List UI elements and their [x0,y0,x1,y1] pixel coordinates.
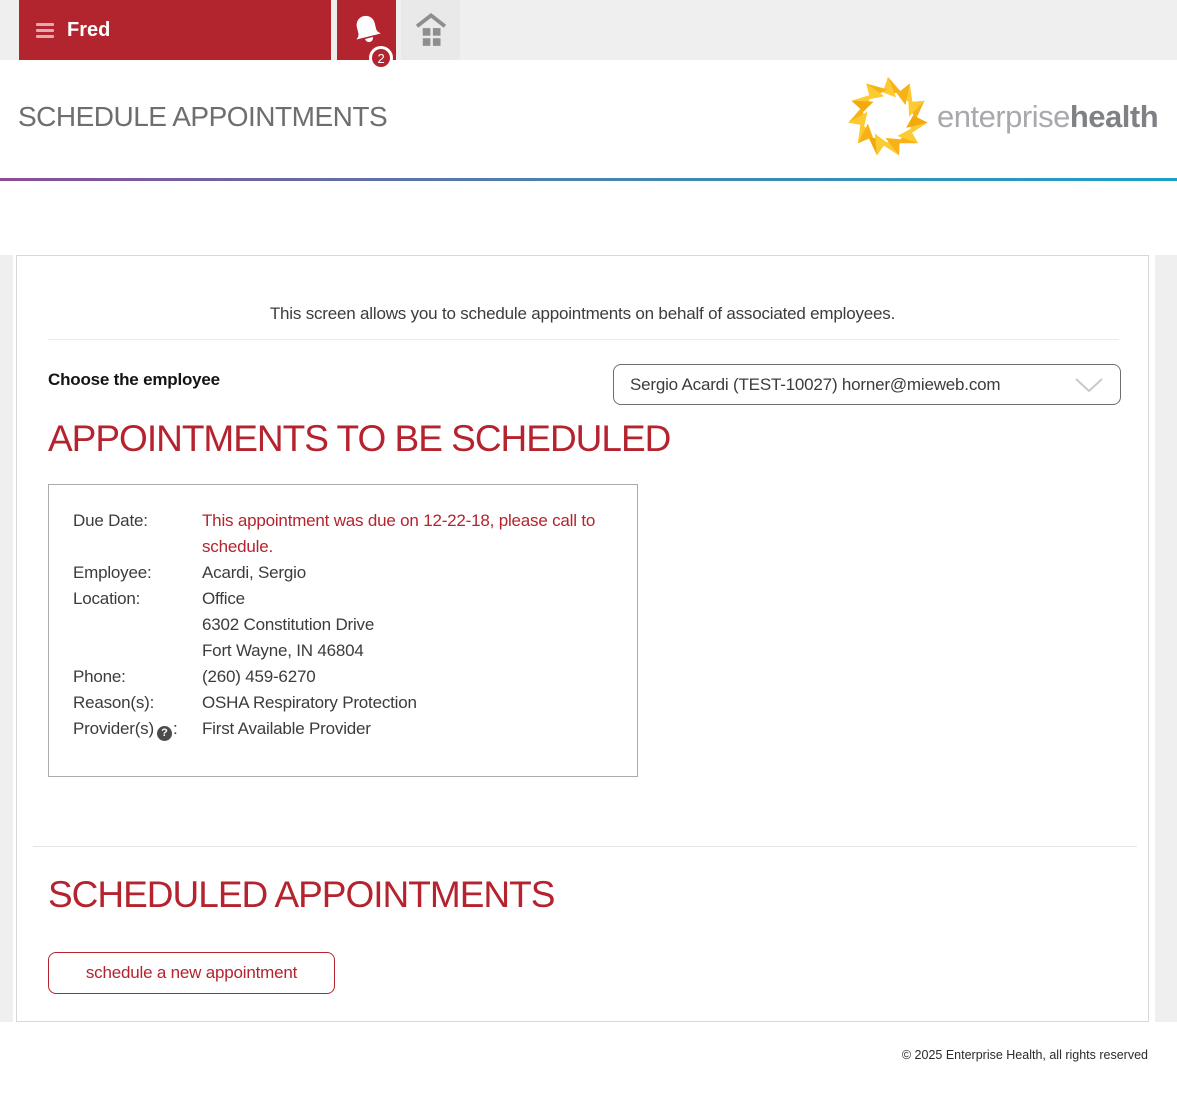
section-title-to-be-scheduled: APPOINTMENTS TO BE SCHEDULED [48,418,671,459]
help-icon[interactable]: ? [156,725,172,741]
hamburger-menu-icon[interactable] [36,22,54,38]
due-date-label: Due Date: [73,511,148,530]
home-button[interactable] [401,0,460,60]
location-name: Office [202,589,245,608]
location-label: Location: [73,589,141,608]
notification-badge: 2 [369,46,393,70]
enterprise-health-logo: enterprisehealth [847,76,1159,158]
reasons-row: Reason(s): OSHA Respiratory Protection [73,690,613,716]
reasons-value: OSHA Respiratory Protection [202,693,417,712]
location-address-line2: Fort Wayne, IN 46804 [202,641,364,660]
location-row: Location: Office 6302 Constitution Drive… [73,586,613,664]
employee-value: Acardi, Sergio [202,563,306,582]
header-divider [0,178,1177,181]
choose-employee-label: Choose the employee [48,370,220,389]
top-bar: Fred 2 [0,0,1177,70]
providers-row: Provider(s)?: First Available Provider [73,716,613,742]
appointment-card: Due Date: This appointment was due on 12… [48,484,638,777]
sunburst-logo-icon [848,77,928,156]
section-divider [33,846,1137,847]
employee-label: Employee: [73,563,152,582]
schedule-new-appointment-button[interactable]: schedule a new appointment [48,952,335,994]
due-date-value: This appointment was due on 12-22-18, pl… [202,511,596,556]
intro-text: This screen allows you to schedule appoi… [269,304,896,323]
bell-icon [356,15,381,43]
due-date-row: Due Date: This appointment was due on 12… [73,508,613,560]
employee-row: Employee: Acardi, Sergio [73,560,613,586]
logo-text-enterprise: enterprise [937,99,1070,134]
phone-label: Phone: [73,667,126,686]
intro-divider [48,339,1119,340]
location-value: Office 6302 Constitution Drive Fort Wayn… [202,586,613,664]
employee-select[interactable]: Sergio Acardi (TEST-10027) horner@mieweb… [613,364,1121,405]
reasons-label: Reason(s): [73,693,155,712]
home-icon [415,13,446,46]
phone-row: Phone: (260) 459-6270 [73,664,613,690]
chevron-down-icon [1075,377,1103,392]
providers-value: First Available Provider [202,719,371,738]
right-background-strip [1155,255,1177,1022]
page-title: SCHEDULE APPOINTMENTS [18,101,388,132]
logo-text-health: health [1069,99,1159,134]
notifications-button[interactable]: 2 [337,0,396,70]
main-panel: This screen allows you to schedule appoi… [16,255,1149,1022]
copyright-text: © 2025 Enterprise Health, all rights res… [901,1048,1148,1062]
location-address-line1: 6302 Constitution Drive [202,615,375,634]
section-title-scheduled: SCHEDULED APPOINTMENTS [48,874,555,915]
employee-select-value: Sergio Acardi (TEST-10027) horner@mieweb… [630,374,1001,394]
user-name: Fred [67,18,111,41]
user-menu-button[interactable]: Fred [19,0,331,60]
providers-label: Provider(s)?: [73,719,178,741]
phone-value: (260) 459-6270 [202,667,316,686]
left-background-strip [0,255,13,1022]
